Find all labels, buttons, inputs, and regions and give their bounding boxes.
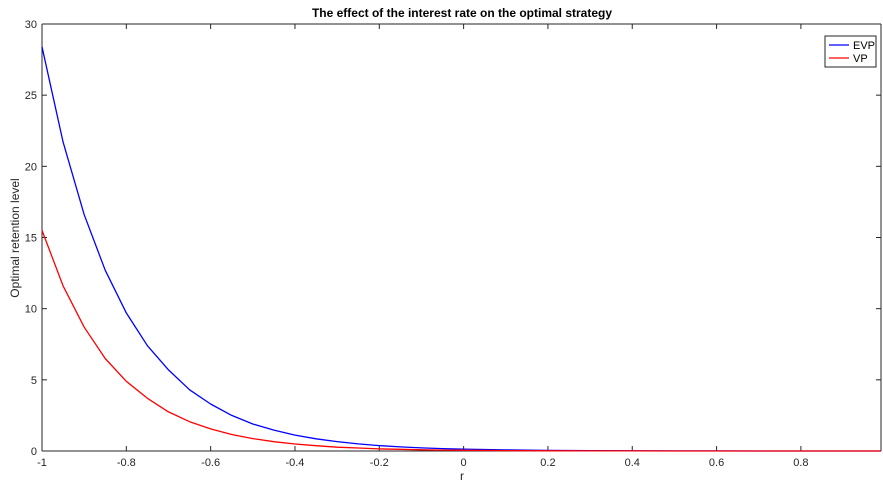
y-tick-label: 5 [31, 375, 37, 387]
x-tick-label: -0.4 [285, 457, 304, 469]
x-tick-label: -0.8 [117, 457, 136, 469]
series-line-vp [41, 230, 881, 452]
x-tick-label: 0.4 [625, 457, 640, 469]
legend-label-vp: VP [853, 53, 868, 65]
y-tick-label: 25 [25, 90, 37, 102]
y-tick-label: 0 [31, 446, 37, 458]
y-tick-label: 10 [25, 304, 37, 316]
axis-ticks: -1 -0.8 -0.6 -0.4 -0.2 0 0.2 0.4 0.6 0.8 0 5 10 15 20 2… [25, 19, 881, 469]
x-tick-label: 0.6 [709, 457, 724, 469]
plot-area [41, 23, 882, 452]
chart-title: The effect of the interest rate on the o… [312, 6, 612, 20]
plot-background [42, 24, 881, 451]
y-axis-label: Optimal retention level [8, 178, 22, 297]
legend-box [824, 35, 877, 68]
x-tick-label: 0.2 [540, 457, 555, 469]
y-tick-label: 15 [25, 233, 37, 245]
x-axis-label: r [460, 469, 464, 483]
y-tick-label: 20 [25, 161, 37, 173]
legend-label-evp: EVP [853, 40, 875, 52]
series-layer [41, 46, 881, 452]
x-tick-label: 0 [461, 457, 467, 469]
x-tick-label: -1 [37, 457, 47, 469]
x-tick-label: 0.8 [793, 457, 808, 469]
x-tick-label: -0.2 [370, 457, 389, 469]
y-tick-label: 30 [25, 19, 37, 31]
x-tick-label: -0.6 [201, 457, 220, 469]
